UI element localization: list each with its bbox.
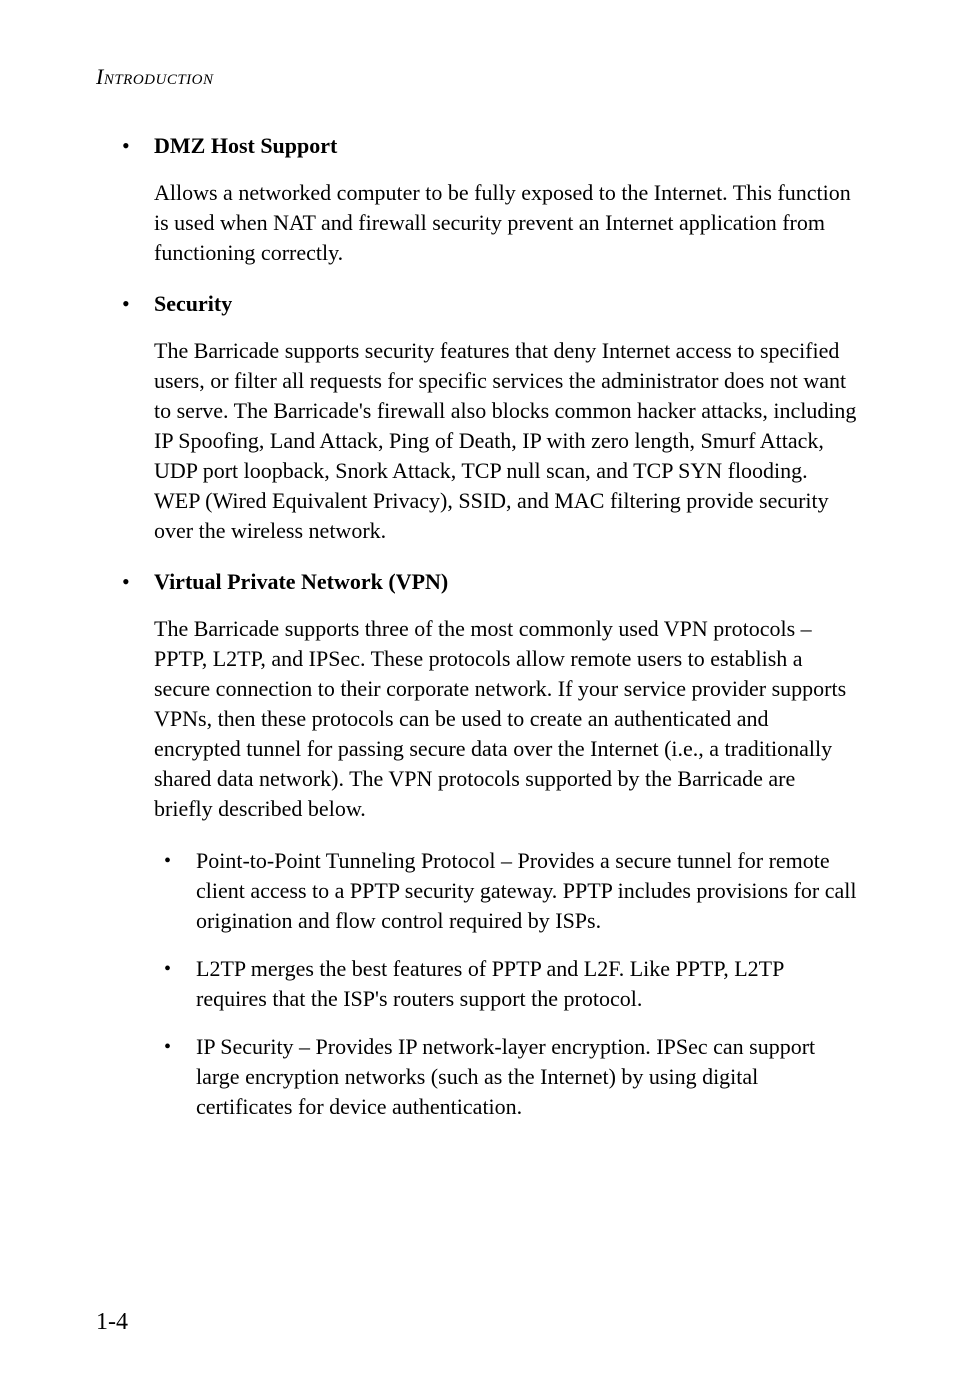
feature-body: The Barricade supports security features…	[154, 336, 858, 546]
feature-body: The Barricade supports three of the most…	[154, 614, 858, 824]
feature-list: DMZ Host Support Allows a networked comp…	[96, 132, 858, 1122]
vpn-sublist: Point-to-Point Tunneling Protocol – Prov…	[154, 846, 858, 1122]
feature-body: Allows a networked computer to be fully …	[154, 178, 858, 268]
feature-title: DMZ Host Support	[154, 132, 858, 160]
running-header: Introduction	[96, 64, 858, 90]
page-number: 1-4	[96, 1309, 128, 1336]
feature-title: Security	[154, 290, 858, 318]
sub-item: IP Security – Provides IP network-layer …	[196, 1032, 858, 1122]
sub-item: Point-to-Point Tunneling Protocol – Prov…	[196, 846, 858, 936]
feature-item: Virtual Private Network (VPN) The Barric…	[154, 568, 858, 1122]
feature-item: DMZ Host Support Allows a networked comp…	[154, 132, 858, 268]
feature-title: Virtual Private Network (VPN)	[154, 568, 858, 596]
feature-item: Security The Barricade supports security…	[154, 290, 858, 546]
sub-item: L2TP merges the best features of PPTP an…	[196, 954, 858, 1014]
